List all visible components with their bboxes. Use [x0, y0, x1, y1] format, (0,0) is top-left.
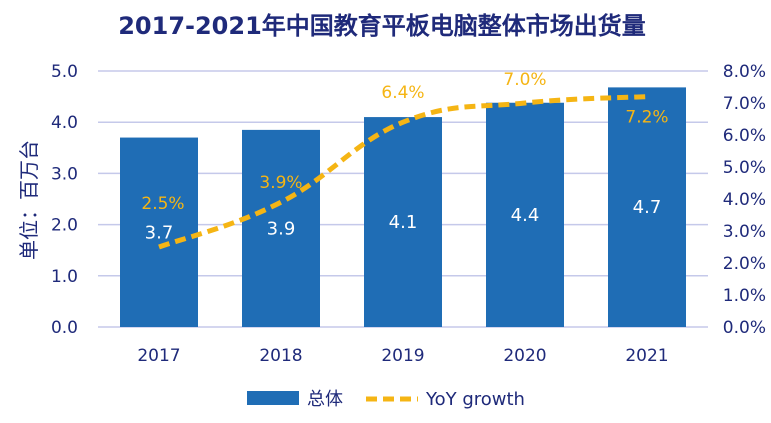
y-tick-label-left: 0.0 — [51, 318, 78, 338]
yoy-value-label: 7.2% — [625, 108, 668, 128]
y-tick-label-left: 2.0 — [51, 216, 78, 236]
y-tick-label-right: 0.0% — [723, 318, 766, 338]
legend-line-label: YoY growth — [425, 389, 525, 410]
x-tick-label: 2017 — [137, 346, 180, 366]
bar-value-label: 4.7 — [633, 197, 662, 218]
yoy-value-label: 7.0% — [503, 70, 546, 90]
bar-2017 — [120, 137, 198, 327]
y-tick-label-left: 3.0 — [51, 164, 78, 184]
y-tick-label-right: 3.0% — [723, 222, 766, 242]
y-tick-label-right: 8.0% — [723, 62, 766, 82]
bar-value-label: 3.9 — [267, 218, 296, 239]
x-tick-label: 2019 — [381, 346, 424, 366]
bar-2021 — [608, 87, 686, 327]
y-tick-label-right: 5.0% — [723, 158, 766, 178]
y-tick-label-right: 7.0% — [723, 94, 766, 114]
y-tick-label-right: 4.0% — [723, 190, 766, 210]
bar-series: 3.7 3.9 4.1 4.4 4.7 — [120, 87, 686, 327]
y-axis-right: 0.0% 1.0% 2.0% 3.0% 4.0% 5.0% 6.0% 7.0% 8.0% — [723, 62, 766, 338]
y-tick-label-left: 1.0 — [51, 267, 78, 287]
bar-2020 — [486, 102, 564, 327]
line-labels: 2.5% 3.9% 6.4% 7.0% 7.2% — [141, 70, 668, 214]
chart-title: 2017-2021年中国教育平板电脑整体市场出货量 — [118, 12, 646, 40]
yoy-value-label: 6.4% — [381, 83, 424, 103]
bar-2018 — [242, 129, 320, 327]
yoy-value-label: 2.5% — [141, 194, 184, 214]
legend: 总体 YoY growth — [247, 389, 525, 410]
bar-value-label: 4.4 — [511, 205, 540, 226]
y-tick-label-right: 6.0% — [723, 126, 766, 146]
legend-bar-swatch — [247, 391, 299, 405]
bar-value-label: 3.7 — [145, 222, 174, 243]
legend-bar-label: 总体 — [307, 389, 343, 410]
y-tick-label-left: 4.0 — [51, 113, 78, 133]
yoy-value-label: 3.9% — [259, 173, 302, 193]
x-tick-label: 2018 — [259, 346, 302, 366]
bar-2019 — [364, 117, 442, 327]
x-tick-label: 2021 — [625, 346, 668, 366]
x-tick-label: 2020 — [503, 346, 546, 366]
y-axis-label: 单位：百万台 — [17, 140, 41, 260]
y-tick-label-right: 2.0% — [723, 254, 766, 274]
line-series — [158, 94, 648, 250]
x-axis: 2017 2018 2019 2020 2021 — [137, 346, 668, 366]
y-tick-label-right: 1.0% — [723, 286, 766, 306]
y-tick-label-left: 5.0 — [51, 62, 78, 82]
bar-value-label: 4.1 — [389, 212, 418, 233]
y-axis-left: 0.0 1.0 2.0 3.0 4.0 5.0 — [51, 62, 78, 338]
